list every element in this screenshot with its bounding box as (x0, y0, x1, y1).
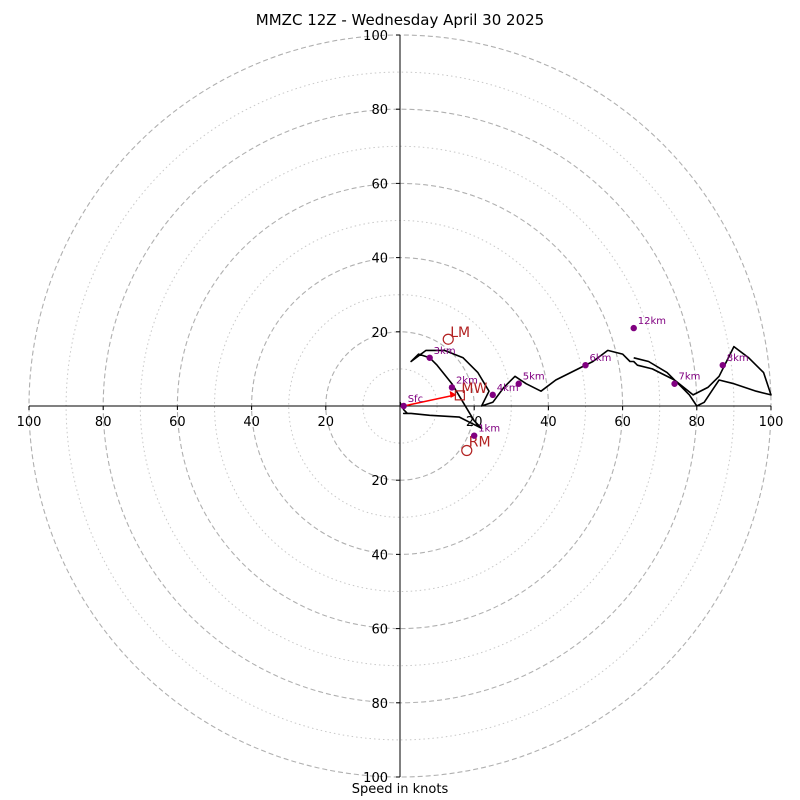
height-marker-4km (489, 391, 496, 399)
x-tick-label: 40 (540, 415, 557, 430)
x-tick-label: 20 (318, 415, 335, 430)
x-tick-label: 40 (243, 415, 260, 430)
height-marker-5km (515, 380, 522, 387)
axes (29, 35, 771, 777)
height-markers: Sfc 1km 2km 3km 4km 5km 6km 7km 8km 12km (400, 316, 749, 439)
height-marker-1km (471, 432, 478, 439)
height-marker-sfc-label: Sfc (408, 394, 423, 405)
height-marker-sfc (400, 402, 407, 410)
x-tick-label: 100 (17, 415, 42, 430)
y-tick-label: 20 (371, 474, 388, 489)
wind-trace (399, 345, 772, 430)
y-tick-label: 20 (371, 326, 388, 341)
y-tick-label: 60 (371, 177, 388, 192)
height-marker-6km (582, 361, 589, 369)
left-mover-marker (442, 333, 454, 345)
y-tick-label: 100 (363, 771, 388, 786)
wind-profile-line (399, 345, 772, 430)
x-axis-label: Speed in knots (351, 782, 449, 797)
y-tick-label: 60 (371, 623, 388, 638)
height-marker-6km-label: 6km (590, 353, 612, 364)
left-mover-label: LM (450, 325, 470, 341)
shear-vector-line (403, 394, 456, 407)
height-marker-1km-label: 1km (478, 424, 500, 435)
height-marker-2km (448, 384, 456, 391)
shear-vector-arrowhead (449, 390, 457, 398)
x-tick-label: 60 (169, 415, 186, 430)
right-mover-marker (461, 444, 473, 457)
x-tick-label: 80 (95, 415, 112, 430)
axis-ticks: 100 80 60 40 20 20 40 60 80 100100806040202040608… (17, 29, 784, 786)
height-marker-12km (630, 324, 637, 332)
height-marker-12km-label: 12km (638, 316, 666, 327)
mean-wind-marker (454, 390, 465, 401)
x-tick-label: 100 (759, 415, 784, 430)
height-marker-4km-label: 4km (497, 383, 519, 394)
height-marker-7km-label: 7km (679, 372, 701, 383)
chart-title: MMZC 12Z - Wednesday April 30 2025 (255, 11, 545, 29)
height-marker-3km (426, 354, 433, 361)
y-tick-label: 80 (371, 103, 388, 118)
y-tick-label: 100 (363, 29, 388, 44)
y-tick-label: 40 (371, 548, 388, 563)
x-tick-label: 60 (614, 415, 631, 430)
height-marker-3km-label: 3km (434, 346, 456, 357)
height-marker-8km-label: 8km (727, 353, 749, 364)
height-marker-5km-label: 5km (523, 372, 545, 383)
mean-wind-label: MW (461, 381, 487, 397)
height-marker-2km-label: 2km (456, 375, 478, 386)
height-marker-7km (671, 380, 678, 387)
height-marker-8km (719, 361, 726, 369)
y-tick-label: 80 (371, 697, 388, 712)
x-tick-label: 80 (689, 415, 706, 430)
y-tick-label: 40 (371, 252, 388, 267)
